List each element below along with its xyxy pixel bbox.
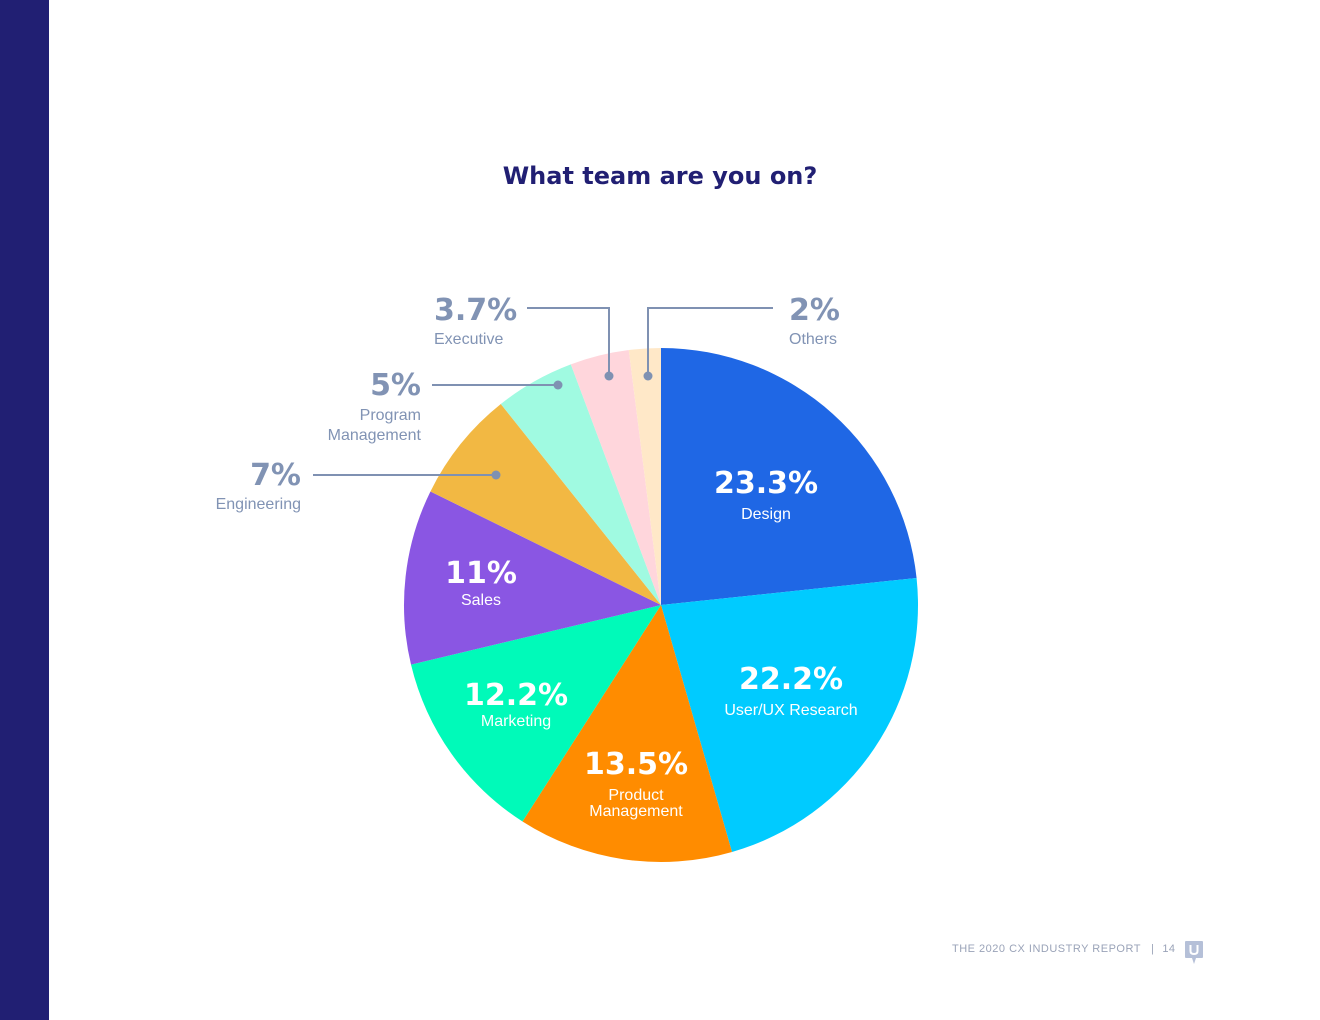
category-label-others: Others [789,331,837,348]
pie-slice-design [661,348,917,605]
value-label-product-management: 13.5% [584,747,688,782]
pie-slice-marketing [411,605,661,822]
category-label-program-management: Program [360,407,421,424]
category-label-user-ux-research: User/UX Research [724,702,857,719]
value-label-marketing: 12.2% [464,678,568,713]
value-label-engineering: 7% [250,458,301,493]
pie-slice-product-management [522,605,732,862]
category-label-marketing: Marketing [481,713,551,730]
callout-dot-program-management [553,380,563,390]
usertesting-speech-bubble-icon [1185,941,1203,964]
footer-separator: | [1150,943,1155,955]
callout-line-others [647,307,773,376]
footer: THE 2020 CX INDUSTRY REPORT | 14 [952,943,1176,955]
category-label-product-management: Management [589,803,683,820]
callout-dot-others [643,371,653,381]
sidebar-band [0,0,49,1020]
footer-report-title: THE 2020 CX INDUSTRY REPORT [952,943,1141,955]
callout-line-executive [527,307,610,376]
category-label-product-management: Product [608,787,664,804]
chart-title: What team are you on? [502,162,818,190]
value-label-executive: 3.7% [434,293,517,328]
pie-slice-others [628,348,661,605]
page-number: 14 [1162,943,1176,955]
category-label-sales: Sales [461,592,501,609]
category-label-engineering: Engineering [216,496,301,513]
value-label-others: 2% [789,293,840,328]
category-label-design: Design [741,506,791,523]
pie-slice-program-management [500,364,661,605]
category-label-executive: Executive [434,331,503,348]
pie-slice-executive [570,350,661,605]
value-label-program-management: 5% [370,368,421,403]
value-label-sales: 11% [445,556,517,591]
callout-dot-engineering [491,470,501,480]
value-label-user-ux-research: 22.2% [739,662,843,697]
pie-slice-engineering [430,404,661,605]
category-label-program-management: Management [328,427,422,444]
pie-slice-sales [404,491,661,665]
pie-slice-user-ux-research [661,577,919,852]
value-label-design: 23.3% [714,466,818,501]
callout-dot-executive [604,371,614,381]
